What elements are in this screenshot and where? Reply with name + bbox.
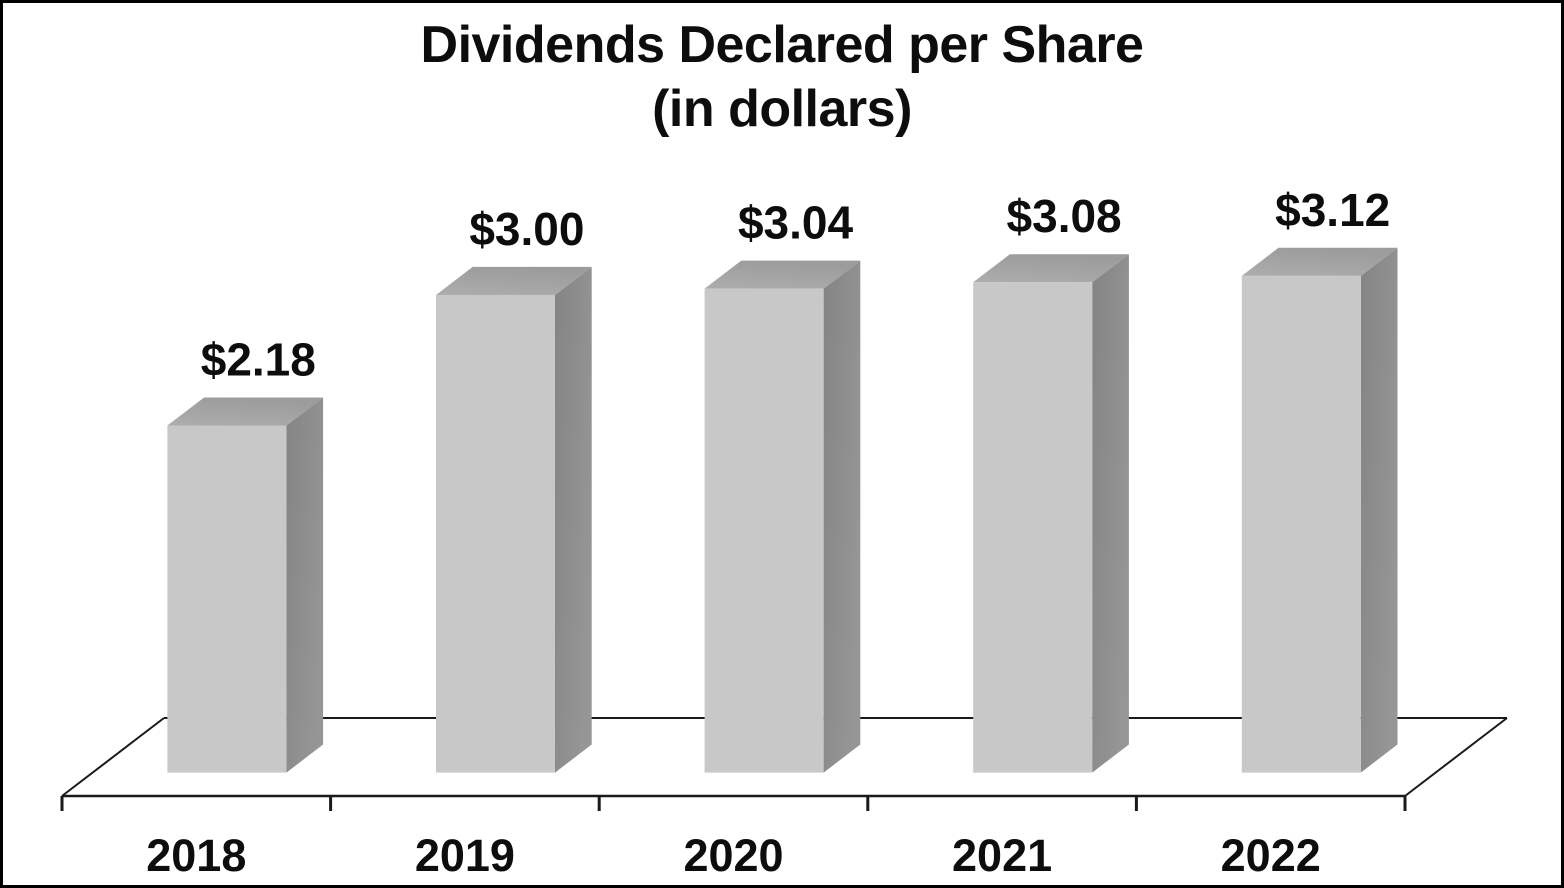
bar-front-face bbox=[167, 425, 287, 773]
bar-top-face bbox=[167, 397, 324, 426]
bar-front-face bbox=[436, 295, 555, 773]
value-label-2022: $3.12 bbox=[1275, 184, 1390, 236]
category-label-2018: 2018 bbox=[146, 830, 246, 881]
bar-side-face bbox=[286, 397, 324, 773]
category-label-2020: 2020 bbox=[683, 830, 783, 881]
chart-title: Dividends Declared per Share bbox=[420, 16, 1144, 74]
bar-2022 bbox=[1241, 247, 1398, 773]
bar-chart-plot: $2.18 2018 $3.00 2019 $3.04 2020 $3.08 2021 $3.1… bbox=[60, 184, 1508, 881]
category-label-2022: 2022 bbox=[1221, 830, 1321, 881]
chart-subtitle: (in dollars) bbox=[652, 80, 912, 138]
bar-front-face bbox=[973, 282, 1093, 773]
bar-2021 bbox=[973, 254, 1129, 773]
floor-left-edge bbox=[61, 717, 165, 797]
bar-top-face bbox=[973, 254, 1129, 283]
value-label-2020: $3.04 bbox=[738, 197, 854, 249]
bar-top-face bbox=[704, 260, 861, 289]
bar-front-face bbox=[1241, 275, 1361, 773]
category-label-2019: 2019 bbox=[415, 830, 515, 881]
bar-side-face bbox=[1360, 247, 1398, 773]
bar-top-face bbox=[436, 266, 592, 295]
bar-2020 bbox=[704, 260, 861, 773]
value-label-2018: $2.18 bbox=[201, 334, 316, 386]
floor-right-edge bbox=[1404, 717, 1508, 797]
bar-front-face bbox=[704, 288, 824, 773]
bar-side-face bbox=[1092, 254, 1129, 773]
value-label-2021: $3.08 bbox=[1007, 190, 1122, 242]
category-label-2021: 2021 bbox=[952, 830, 1052, 881]
bar-side-face bbox=[555, 266, 592, 773]
bar-side-face bbox=[823, 260, 861, 773]
bar-2018 bbox=[167, 397, 324, 773]
chart-title-block: Dividends Declared per Share (in dollars… bbox=[3, 13, 1561, 141]
bar-top-face bbox=[1241, 247, 1398, 276]
bar-2019 bbox=[436, 266, 592, 773]
value-label-2019: $3.00 bbox=[469, 203, 584, 255]
